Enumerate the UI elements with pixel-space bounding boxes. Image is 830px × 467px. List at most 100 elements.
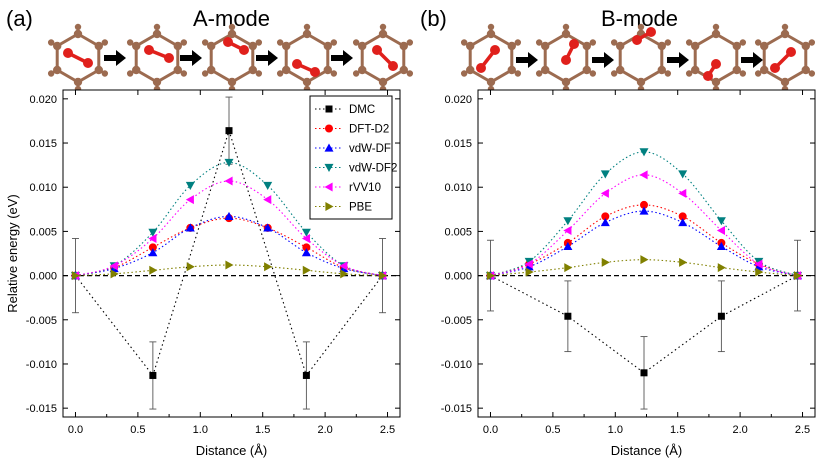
a-ytick-label: 0.010 <box>29 182 57 194</box>
a-series-rvv10-point <box>339 261 348 271</box>
b-xtick-label: 2.0 <box>732 424 747 436</box>
a-xtick-label: 2.5 <box>380 424 395 436</box>
a-ytick-label: -0.005 <box>26 315 57 327</box>
b-mode-structure-1 <box>460 23 522 90</box>
a-legend-label-pbe: PBE <box>349 202 372 214</box>
b-series-pbe-point <box>601 257 610 267</box>
a-series-pbe-point <box>264 262 273 272</box>
b-series-rvv10-point <box>678 188 687 198</box>
a-xtick-label: 0.5 <box>130 424 145 436</box>
b-series-pbe-point <box>755 267 764 277</box>
a-series-pbe-point <box>149 265 158 275</box>
a-series-pbe-point <box>110 269 119 279</box>
b-mode-structure-3 <box>610 23 672 90</box>
a-mode-arrow-4 <box>331 50 353 66</box>
b-series-dft-d2-point <box>640 200 649 209</box>
a-ytick-label: -0.015 <box>26 403 57 415</box>
b-series-vdw-df2-line <box>490 151 798 277</box>
a-mode-structure-5 <box>352 23 414 90</box>
a-yaxis-label: Relative energy (eV) <box>5 194 20 313</box>
a-legend-marker-dmc <box>325 105 333 113</box>
a-series-dft-d2-point <box>148 243 157 252</box>
b-series-pbe-point <box>717 263 726 273</box>
b-mode-structure-2 <box>535 23 597 90</box>
b-series-vdw-df2-point <box>600 170 610 179</box>
a-series-rvv10-point <box>224 176 233 186</box>
a-ytick-label: 0.020 <box>29 94 57 106</box>
molecule-strip <box>47 23 816 90</box>
b-series-vdw-df-point <box>716 241 726 251</box>
a-mode-structure-1 <box>47 23 109 90</box>
b-xtick-label: 0.5 <box>545 424 560 436</box>
b-mode-arrow-1 <box>516 52 538 68</box>
a-xtick-label: 0.0 <box>68 424 83 436</box>
b-xtick-label: 2.5 <box>795 424 810 436</box>
b-series-vdw-df-point <box>563 241 573 251</box>
a-series-dft-d2-point <box>302 243 311 252</box>
a-series-rvv10-point <box>148 233 157 243</box>
b-mode-structure-5 <box>754 23 816 90</box>
b-ytick-label: 0.005 <box>444 226 472 238</box>
b-series-vdw-df2-point <box>678 170 688 179</box>
a-ytick-label: -0.010 <box>26 359 57 371</box>
b-series-rvv10-point <box>716 226 725 236</box>
b-series-vdw-df-line <box>490 210 798 277</box>
b-series-rvv10-point <box>754 259 763 269</box>
a-series-rvv10-point <box>109 261 118 271</box>
b-mode-arrow-2 <box>592 52 614 68</box>
b-series-vdw-df-point <box>639 206 649 215</box>
chart-a-mode: 0.0 0.5 1.0 1.5 2.0 2.5 -0.015 -0.010 -0.005 0.00… <box>5 89 401 458</box>
a-legend: DMC DFT-D2 vdW-DF vdW-DF2 rVV10 PBE <box>309 95 397 220</box>
b-series-rvv10-point <box>639 170 648 180</box>
b-series-rvv10-point <box>524 259 533 269</box>
b-plot-frame <box>477 89 816 418</box>
a-legend-marker-rvv10 <box>324 182 333 192</box>
b-series-dmc-point <box>564 312 572 320</box>
b-series-pbe-point <box>793 271 803 281</box>
b-series-dmc-point <box>717 312 725 320</box>
b-series-vdw-df-point <box>678 218 688 227</box>
b-xtick-label: 1.0 <box>608 424 623 436</box>
b-ytick-label: -0.010 <box>441 359 472 371</box>
b-series-dft-d2-point <box>678 212 687 221</box>
b-xtick-label: 1.5 <box>670 424 685 436</box>
b-mode-arrow-4 <box>741 52 763 68</box>
a-legend-label-dmc: DMC <box>349 104 375 116</box>
a-ytick-label: 0.015 <box>29 138 57 150</box>
a-series-vdw-df2-point <box>263 181 273 190</box>
a-series-pbe-point <box>378 271 388 281</box>
b-series-pbe-point <box>640 255 649 265</box>
a-legend-marker-dft-d2 <box>325 124 333 133</box>
a-series-vdw-df2-point <box>185 181 195 190</box>
b-xaxis-label: Distance (Å) <box>611 443 683 458</box>
a-ytick-label: 0.005 <box>29 226 57 238</box>
a-series-pbe-point <box>71 271 80 281</box>
panel-a-label: (a) <box>6 6 33 31</box>
b-ytick-label: 0.000 <box>444 271 472 283</box>
b-mode-structure-4 <box>685 23 747 90</box>
b-ytick-label: -0.015 <box>441 403 472 415</box>
a-series-rvv10-point <box>301 233 310 243</box>
a-mode-arrow-2 <box>180 50 202 66</box>
a-xtick-label: 1.5 <box>255 424 270 436</box>
a-legend-label-vdw-df2: vdW-DF2 <box>349 163 397 175</box>
b-series-dft-d2-line <box>490 204 798 277</box>
a-series-vdw-df-point <box>185 223 195 232</box>
b-ytick-label: 0.010 <box>444 182 472 194</box>
a-series-dmc-point <box>302 371 310 379</box>
a-series-vdw-df2-point <box>301 228 311 237</box>
b-ytick-label: -0.005 <box>441 315 472 327</box>
a-legend-marker-pbe <box>325 202 334 211</box>
b-series-dmc-point <box>640 369 648 377</box>
a-series-vdw-df-point <box>263 223 273 232</box>
a-series-vdw-df-point <box>148 248 158 257</box>
a-series-vdw-df-point <box>301 248 311 257</box>
a-series-dmc-point <box>225 127 233 135</box>
panel-b-label: (b) <box>420 6 447 31</box>
a-series-pbe-point <box>225 260 234 270</box>
b-series-pbe-point <box>564 263 573 273</box>
b-mode-arrow-3 <box>667 52 689 68</box>
b-series-vdw-df2-point <box>563 217 573 226</box>
a-series-pbe-point <box>302 265 311 275</box>
b-series-pbe-point <box>525 267 534 277</box>
